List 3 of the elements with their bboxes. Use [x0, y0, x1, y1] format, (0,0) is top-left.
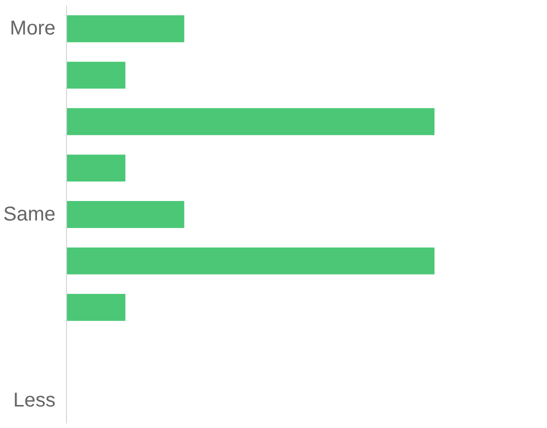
y-tick-label: Same — [3, 204, 56, 226]
y-tick-label: Less — [13, 389, 56, 412]
y-tick-label: More — [10, 18, 56, 40]
